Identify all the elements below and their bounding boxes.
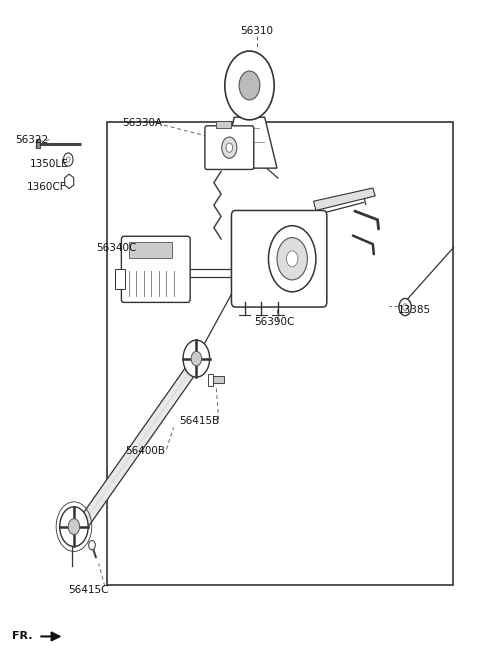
- Text: 1350LE: 1350LE: [30, 159, 69, 169]
- Bar: [36, 139, 40, 148]
- FancyBboxPatch shape: [205, 126, 254, 169]
- Text: 1360CF: 1360CF: [27, 181, 67, 191]
- Bar: [216, 121, 230, 129]
- Text: 56415B: 56415B: [180, 416, 220, 426]
- Polygon shape: [222, 117, 277, 168]
- Polygon shape: [65, 174, 74, 189]
- Bar: [115, 269, 125, 289]
- Polygon shape: [313, 188, 375, 211]
- Circle shape: [403, 303, 408, 310]
- Bar: [211, 376, 224, 383]
- Circle shape: [89, 540, 96, 550]
- Text: 56322: 56322: [16, 135, 49, 145]
- Circle shape: [287, 251, 298, 267]
- Circle shape: [225, 51, 274, 120]
- Text: 56390C: 56390C: [254, 317, 294, 327]
- Polygon shape: [76, 363, 196, 534]
- FancyBboxPatch shape: [121, 236, 190, 302]
- Circle shape: [268, 225, 316, 292]
- Circle shape: [222, 137, 237, 158]
- Circle shape: [239, 71, 260, 100]
- Circle shape: [60, 507, 88, 546]
- Circle shape: [399, 298, 411, 315]
- Bar: [130, 241, 172, 258]
- Text: 56330A: 56330A: [123, 118, 163, 128]
- Text: FR.: FR.: [12, 632, 33, 642]
- FancyBboxPatch shape: [231, 211, 327, 307]
- Circle shape: [68, 519, 80, 534]
- Text: 56415C: 56415C: [68, 585, 108, 595]
- Bar: [107, 122, 454, 585]
- Circle shape: [63, 153, 73, 166]
- Circle shape: [66, 157, 70, 162]
- Text: 56400B: 56400B: [125, 446, 165, 456]
- Text: 13385: 13385: [398, 305, 431, 315]
- Circle shape: [191, 352, 202, 366]
- Circle shape: [183, 340, 210, 377]
- Circle shape: [277, 237, 307, 280]
- Bar: [208, 374, 214, 386]
- Circle shape: [226, 143, 233, 152]
- Text: 56340C: 56340C: [96, 243, 137, 253]
- Text: 56310: 56310: [240, 25, 273, 35]
